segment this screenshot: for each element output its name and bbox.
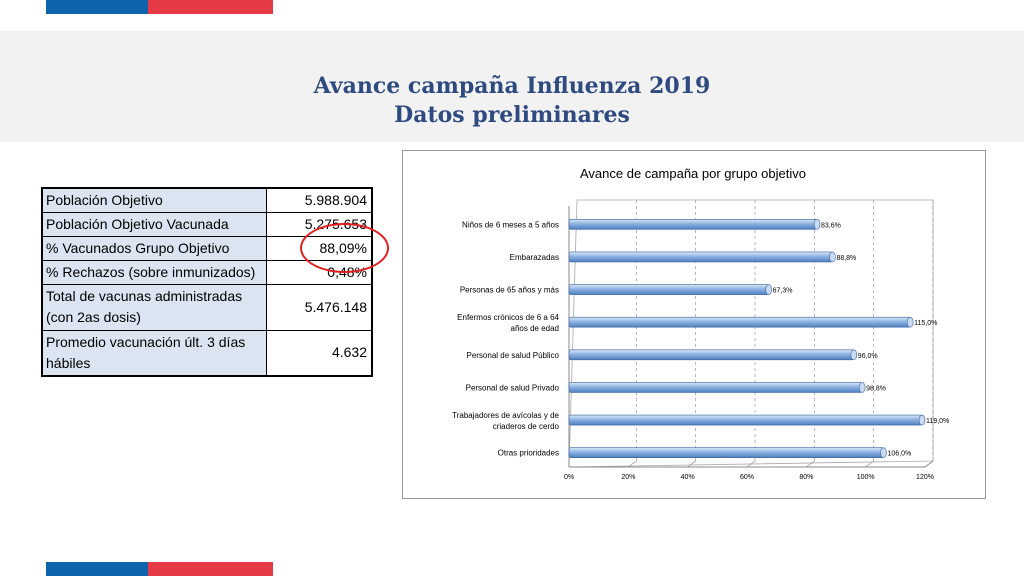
row-value: 5.988.904 — [265, 187, 373, 213]
title-band — [0, 31, 1024, 142]
bar-chart: Avance de campaña por grupo objetivo 0% 20… — [452, 166, 949, 481]
table-row: Población Objetivo 5.988.904 — [41, 187, 373, 213]
bottom-flag-bar — [46, 562, 273, 576]
bar — [568, 219, 818, 230]
flag-blue-segment — [46, 562, 148, 576]
category-label: Personal de salud Privado — [466, 383, 560, 392]
data-label: 106,0% — [887, 451, 911, 458]
row-label: % Vacunados Grupo Objetivo — [41, 235, 267, 261]
bar-cap — [906, 316, 914, 328]
row-label: Total de vacunas administradas (con 2as … — [41, 283, 267, 331]
bar — [568, 447, 884, 458]
bar — [568, 382, 863, 393]
x-tick-label: 120% — [916, 474, 934, 481]
category-label: Personas de 65 años y más — [460, 286, 559, 295]
gridline-diagonal — [865, 460, 874, 468]
highlight-circle — [300, 223, 389, 273]
row-value: 5.476.148 — [265, 283, 373, 331]
table-row: Promedio vacunación últ. 3 días hábiles … — [41, 329, 373, 377]
plot-wall — [568, 199, 934, 468]
bar-cap — [829, 251, 836, 263]
bar — [568, 316, 911, 328]
table-row: Total de vacunas administradas (con 2as … — [41, 283, 373, 331]
x-tick-label: 0% — [564, 474, 574, 481]
row-label: Promedio vacunación últ. 3 días hábiles — [41, 329, 267, 377]
title-line-2: Datos preliminares — [394, 102, 630, 128]
gridline-diagonal — [806, 460, 815, 468]
gridline-diagonal — [628, 460, 637, 468]
bar-cap — [850, 349, 858, 361]
bar — [568, 349, 855, 361]
data-label: 96,0% — [858, 353, 878, 360]
category-label: Trabajadores de avícolas y de criaderos d… — [452, 411, 559, 431]
x-tick-label: 40% — [681, 474, 695, 481]
bar-cap — [765, 284, 772, 295]
bar — [568, 251, 833, 263]
data-label: 67,3% — [773, 288, 793, 295]
bar-cap — [858, 382, 866, 393]
data-label: 83,6% — [821, 222, 841, 229]
row-label: Población Objetivo — [41, 187, 267, 213]
gridline-diagonal — [746, 460, 756, 468]
gridline-diagonal — [924, 460, 934, 468]
x-tick-label: 20% — [621, 474, 635, 481]
row-label: Población Objetivo Vacunada — [41, 211, 267, 237]
gridline-diagonal — [687, 460, 696, 468]
data-label: 115,0% — [914, 320, 937, 327]
chart-container: Avance de campaña por grupo objetivo 0% 20… — [402, 150, 986, 499]
category-label: Niños de 6 meses a 5 años — [462, 220, 559, 229]
category-label: Enfermos crónicos de 6 a 64 años de edad — [457, 313, 559, 333]
top-flag-bar — [46, 0, 273, 14]
chart-title: Avance de campaña por grupo objetivo — [580, 166, 806, 181]
data-label: 98,8% — [866, 385, 886, 392]
bar — [568, 284, 769, 295]
title-line-1: Avance campaña Influenza 2019 — [313, 73, 711, 99]
bar-cap — [918, 414, 926, 426]
slide-title: Avance campaña Influenza 2019 Datos prel… — [0, 72, 1024, 130]
x-tick-label: 60% — [740, 474, 754, 481]
bar-cap — [880, 447, 887, 458]
flag-red-segment — [148, 0, 273, 14]
category-label: Otras prioridades — [498, 449, 559, 458]
x-tick-label: 80% — [799, 474, 813, 481]
category-label: Embarazadas — [510, 253, 559, 262]
category-label: Personal de salud Público — [466, 351, 559, 360]
flag-blue-segment — [46, 0, 148, 14]
flag-red-segment — [148, 562, 273, 576]
row-value: 4.632 — [265, 329, 373, 377]
bar-cap — [813, 219, 821, 230]
data-label: 119,0% — [926, 418, 949, 425]
row-label: % Rechazos (sobre inmunizados) — [41, 259, 267, 285]
summary-table: Población Objetivo 5.988.904 Población O… — [41, 187, 373, 377]
data-label: 88,8% — [836, 255, 856, 262]
bar — [568, 414, 923, 426]
x-tick-label: 100% — [857, 474, 875, 481]
